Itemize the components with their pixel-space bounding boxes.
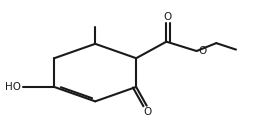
Text: O: O [198,46,206,56]
Text: HO: HO [6,82,21,92]
Text: O: O [164,12,172,22]
Text: O: O [144,107,152,117]
